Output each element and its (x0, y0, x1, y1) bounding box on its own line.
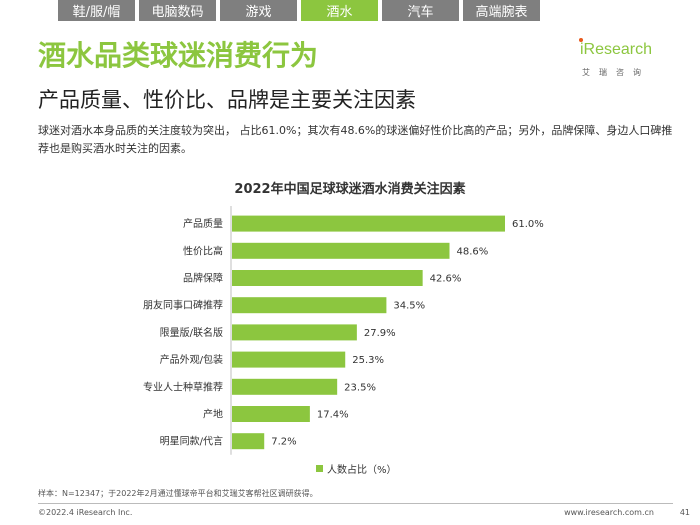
tab-computer-digital[interactable]: 电脑数码 (139, 0, 216, 21)
logo-dot-icon (579, 38, 583, 42)
source-note: 样本：N=12347；于2022年2月通过懂球帝平台和艾瑞艾客帮社区调研获得。 (38, 489, 318, 498)
category-tabs: 鞋/服/帽 电脑数码 游戏 酒水 汽车 高端腕表 (58, 0, 540, 21)
bar (232, 324, 357, 341)
category-label: 限量版/联名版 (160, 326, 223, 339)
data-label: 27.9% (364, 328, 396, 339)
data-label: 17.4% (317, 410, 349, 421)
logo-cn-text: 艾瑞咨询 (582, 68, 650, 77)
category-label: 产品质量 (183, 217, 223, 230)
legend-label: 人数占比（%） (327, 465, 397, 476)
data-label: 42.6% (430, 274, 462, 285)
data-label: 23.5% (344, 382, 376, 393)
iresearch-logo: iResearch 艾瑞咨询 (579, 38, 670, 81)
category-label: 产品外观/包装 (160, 353, 223, 366)
category-label: 专业人士种草推荐 (143, 380, 223, 393)
category-label: 朋友同事口碑推荐 (143, 299, 223, 312)
category-label: 品牌保障 (183, 272, 223, 285)
tab-games[interactable]: 游戏 (220, 0, 297, 21)
tab-alcohol[interactable]: 酒水 (301, 0, 378, 21)
logo-wordmark: iResearch (579, 38, 652, 59)
category-label: 明星同款/代言 (160, 435, 223, 448)
bar (232, 406, 310, 422)
data-label: 25.3% (352, 355, 384, 366)
footer-divider (38, 503, 673, 504)
page-subtitle: 产品质量、性价比、品牌是主要关注因素 (38, 88, 416, 112)
chart-title: 2022年中国足球球迷酒水消费关注因素 (234, 182, 466, 197)
bar (232, 378, 338, 395)
bar (232, 351, 346, 368)
data-label: 34.5% (393, 301, 425, 312)
copyright: ©2022.4 iResearch Inc. (38, 508, 133, 517)
tab-shoes-clothes-hats[interactable]: 鞋/服/帽 (58, 0, 135, 21)
tab-luxury-watches[interactable]: 高端腕表 (463, 0, 540, 21)
category-label: 性价比高 (183, 244, 223, 257)
data-label: 61.0% (512, 219, 544, 230)
bar (232, 215, 505, 232)
tab-cars[interactable]: 汽车 (382, 0, 459, 21)
bar-chart: 产品质量 61.0% 性价比高 48.6% 品牌保障 42.6% 朋友同事口碑推荐 34.5%… (143, 206, 544, 455)
chart-legend: 人数占比（%） (316, 461, 397, 476)
legend-swatch (316, 465, 323, 472)
bar (232, 433, 265, 450)
page-number: 41 (679, 508, 690, 517)
category-label: 产地 (203, 408, 223, 421)
description-text: 球迷对酒水本身品质的关注度较为突出， 占比61.0%；其次有48.6%的球迷偏好… (38, 124, 673, 155)
bar (232, 270, 423, 286)
page-title: 酒水品类球迷消费行为 (38, 39, 319, 72)
bar (232, 242, 450, 259)
bar (232, 297, 387, 314)
data-label: 48.6% (457, 246, 489, 257)
data-label: 7.2% (271, 437, 296, 448)
website-link[interactable]: www.iresearch.com.cn (564, 508, 654, 517)
